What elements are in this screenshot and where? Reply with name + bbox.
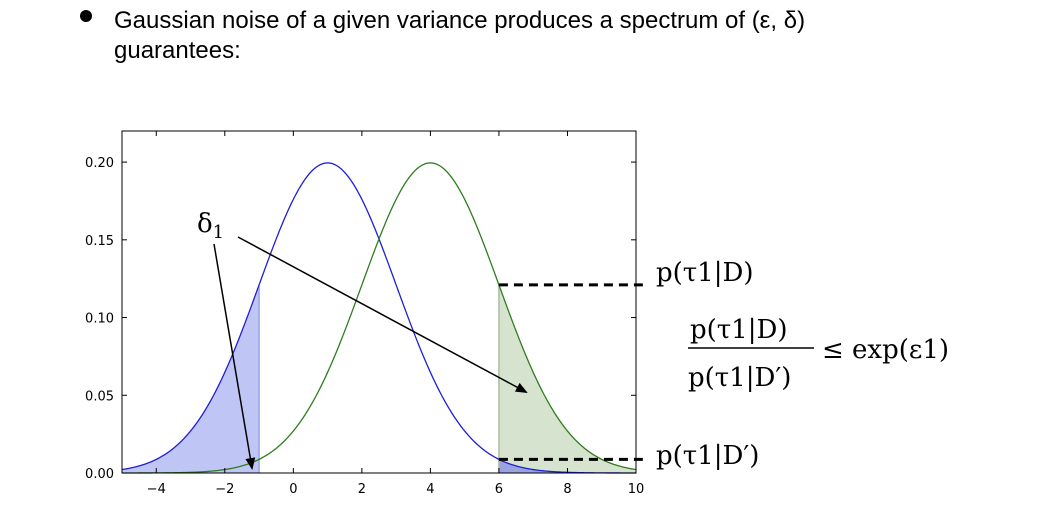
p-top-label: p(τ1|D) <box>656 258 753 288</box>
ratio-denominator: p(τ1|D′) <box>688 363 791 393</box>
y-tick-label: 0.20 <box>85 156 114 171</box>
bullet-text: Gaussian noise of a given variance produ… <box>114 7 806 64</box>
axes: −4 −2 0 2 4 6 8 10 0.00 0.05 0.10 0.15 0.20 <box>85 130 645 497</box>
x-tick-label: 10 <box>628 482 645 497</box>
shaded-region-1 <box>498 284 636 473</box>
x-tick-label: −4 <box>147 482 166 497</box>
x-tick-label: −2 <box>215 482 234 497</box>
ratio-numerator: p(τ1|D) <box>690 315 787 345</box>
annotations: δ1 p(τ1|D) p(τ1|D) p(τ1|D′) ≤ exp(ε1) p(… <box>197 209 949 471</box>
x-tick-label: 4 <box>426 482 434 497</box>
y-tick-label: 0.05 <box>85 389 114 404</box>
y-tick-label: 0.10 <box>85 312 114 327</box>
plot-area <box>121 162 643 474</box>
x-tick-label: 0 <box>289 482 297 497</box>
delta-label-sub: 1 <box>213 222 224 243</box>
shaded-region-0 <box>122 284 260 473</box>
arrow-to-left-tail <box>213 243 256 470</box>
x-tick-label: 6 <box>495 482 503 497</box>
delta-label: δ1 <box>197 209 224 243</box>
x-tick-label: 8 <box>563 482 571 497</box>
series-line-1 <box>122 162 637 474</box>
x-tick-label: 2 <box>358 482 366 497</box>
p-bottom-label: p(τ1|D′) <box>656 441 759 471</box>
plot-frame <box>121 130 637 474</box>
ratio-rhs: ≤ exp(ε1) <box>822 335 949 365</box>
y-tick-label: 0.15 <box>85 234 114 249</box>
bullet-dot <box>80 10 92 22</box>
delta-label-main: δ <box>197 209 213 239</box>
arrow-to-right-tail <box>237 236 528 393</box>
y-tick-label: 0.00 <box>85 467 114 482</box>
